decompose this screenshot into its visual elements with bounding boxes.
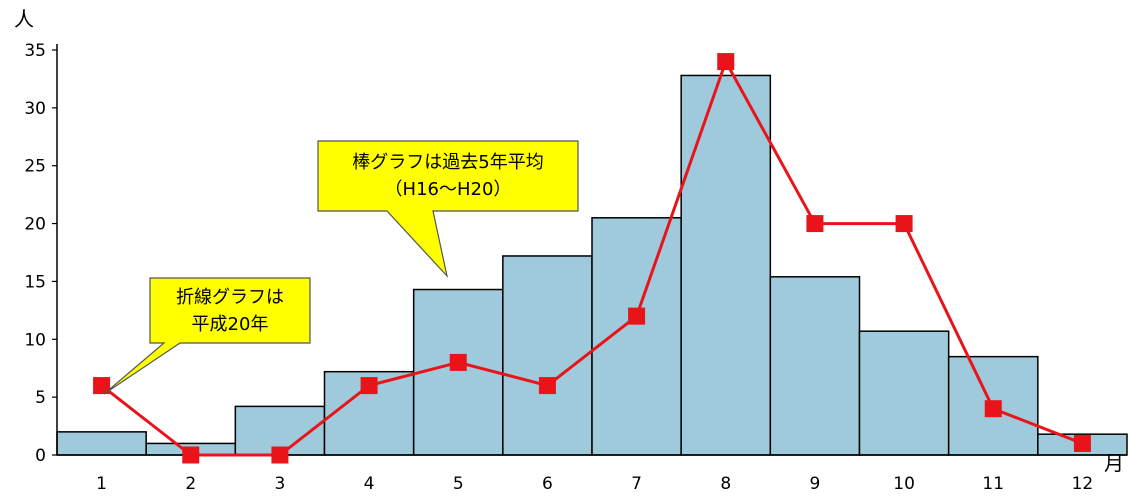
bars-group: [56, 74, 1128, 456]
y-tick-label: 10: [24, 330, 46, 350]
x-tick-label: 5: [453, 474, 464, 494]
callout-line-note: 折線グラフは 平成20年: [103, 277, 311, 395]
x-tick-label: 3: [275, 474, 286, 494]
line-point-6: [538, 377, 556, 395]
line-series-path: [100, 60, 1083, 457]
line-series-group: [93, 53, 1091, 464]
y-tick-label: 5: [35, 388, 46, 408]
x-tick-label: 1: [96, 474, 107, 494]
x-tick-label: 6: [542, 474, 553, 494]
line-point-7: [628, 307, 646, 325]
bar-6: [502, 255, 593, 456]
bar-9: [769, 276, 861, 456]
y-tick-label: 0: [35, 446, 46, 466]
callout-line-note-line-2: 平成20年: [192, 314, 269, 335]
line-point-5: [449, 353, 467, 371]
x-axis-unit: 月: [1104, 451, 1124, 475]
y-tick-label: 20: [24, 215, 46, 235]
y-tick-label: 25: [24, 157, 46, 177]
bar-7: [591, 217, 682, 456]
line-point-4: [360, 377, 378, 395]
callout-bar-note-line-1: 棒グラフは過去5年平均: [352, 152, 543, 173]
line-point-2: [182, 446, 200, 464]
y-tick-label: 15: [24, 272, 46, 292]
bar-1: [56, 431, 147, 456]
line-point-9: [806, 215, 824, 233]
callout-bar-note-bubble: [317, 140, 579, 279]
y-axis-unit: 人: [14, 7, 34, 31]
bar-5: [412, 288, 504, 456]
x-tick-label: 2: [185, 474, 196, 494]
callout-bar-note: 棒グラフは過去5年平均 （H16～H20）: [317, 140, 579, 279]
line-point-10: [895, 215, 913, 233]
x-tick-label: 12: [1072, 474, 1094, 494]
line-point-11: [984, 400, 1002, 418]
line-point-1: [93, 377, 111, 395]
x-tick-label: 11: [982, 474, 1004, 494]
callout-line-note-bubble: [103, 277, 311, 395]
x-tick-label: 7: [631, 474, 642, 494]
callout-bar-note-line-2: （H16～H20）: [385, 179, 512, 200]
line-point-3: [271, 446, 289, 464]
x-tick-label: 9: [810, 474, 821, 494]
x-tick-label: 10: [893, 474, 915, 494]
bar-10: [858, 330, 950, 456]
x-tick-label: 4: [364, 474, 375, 494]
line-point-8: [717, 53, 735, 71]
callout-line-note-line-1: 折線グラフは: [176, 287, 284, 308]
x-tick-label: 8: [720, 474, 731, 494]
line-point-12: [1073, 434, 1091, 452]
bar-8: [680, 74, 772, 456]
y-tick-label: 30: [24, 99, 46, 119]
y-tick-label: 35: [24, 41, 46, 61]
